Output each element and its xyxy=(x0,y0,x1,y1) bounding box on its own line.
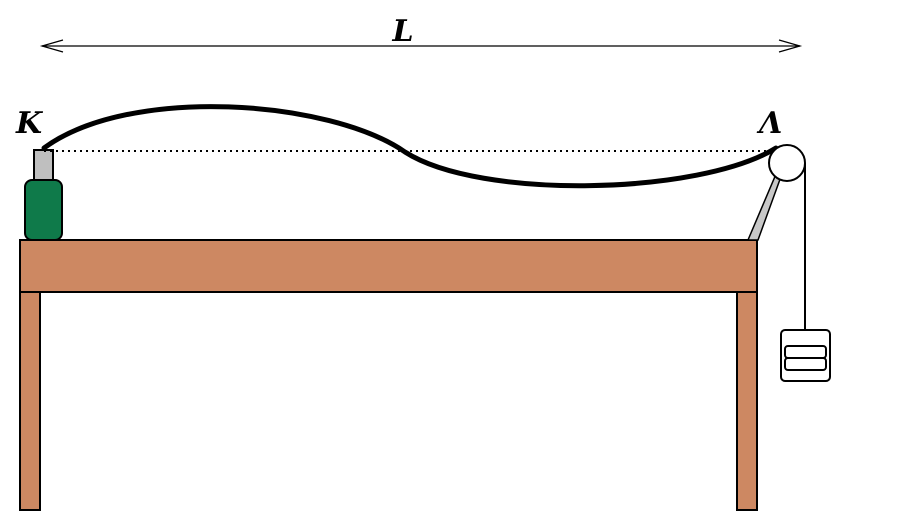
table xyxy=(19,239,758,511)
hanging-weight-icon xyxy=(780,329,831,382)
table-leg-left xyxy=(19,289,41,511)
vibrator-icon xyxy=(24,149,63,241)
right-end-label: Λ xyxy=(756,106,782,141)
left-end-label: K xyxy=(15,106,44,141)
vibrating-string xyxy=(41,104,779,189)
vibrator-cap xyxy=(33,149,54,183)
length-arrow xyxy=(39,39,803,53)
length-label: L xyxy=(391,14,413,49)
table-leg-right xyxy=(736,289,758,511)
table-top xyxy=(19,239,758,293)
weight-disc-bottom xyxy=(784,357,827,371)
weight-disc-top xyxy=(784,345,827,359)
vibrator-body xyxy=(24,179,63,241)
pulley-icon xyxy=(768,144,806,182)
